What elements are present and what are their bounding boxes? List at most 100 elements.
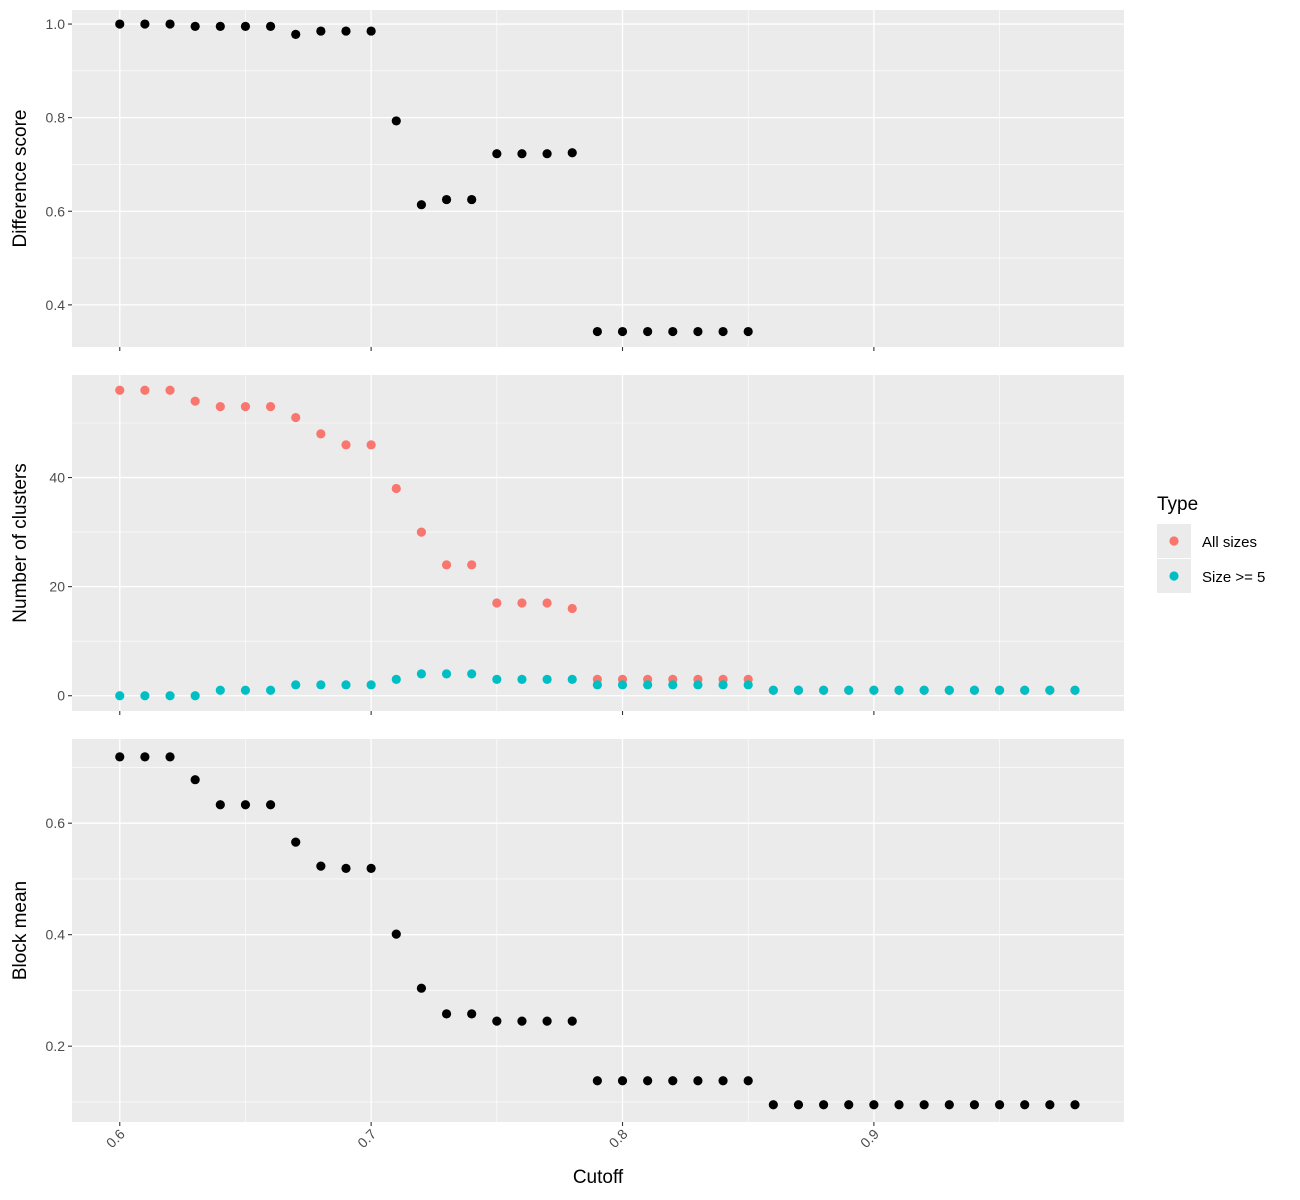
x-axis-title: Cutoff — [573, 1167, 624, 1188]
data-point — [693, 326, 703, 337]
data-point — [517, 598, 527, 608]
legend-title: Type — [1157, 494, 1198, 515]
panel-background — [72, 10, 1124, 347]
data-point — [341, 440, 351, 450]
y-tick-label: 20 — [49, 579, 65, 595]
data-point — [265, 800, 276, 810]
data-point — [643, 326, 653, 337]
data-point — [215, 800, 225, 810]
data-point — [316, 861, 326, 871]
legend-entry: All sizes — [1157, 524, 1257, 558]
data-point — [316, 26, 326, 36]
data-point — [165, 691, 175, 701]
data-point — [542, 1016, 552, 1026]
data-point — [140, 752, 150, 762]
data-point — [592, 1076, 602, 1086]
data-point — [969, 685, 980, 695]
data-point — [944, 685, 954, 695]
data-point — [240, 685, 251, 695]
data-point — [366, 440, 376, 450]
data-point — [140, 691, 150, 701]
data-point — [291, 680, 301, 690]
data-point — [441, 1009, 452, 1019]
data-point — [768, 1100, 778, 1110]
data-point — [844, 685, 854, 695]
data-point — [391, 116, 401, 126]
panel-1: 0.4 0.6 0.8 1.0 Difference score — [10, 10, 1124, 351]
data-point — [416, 669, 427, 679]
data-point — [115, 691, 125, 701]
data-point — [592, 326, 602, 337]
series-1 — [115, 19, 753, 337]
y-tick-label: 0.6 — [46, 815, 66, 831]
data-point — [215, 402, 225, 412]
y-tick-label: 0.8 — [46, 110, 66, 126]
data-point — [467, 1009, 477, 1019]
data-point — [316, 680, 326, 690]
data-point — [391, 674, 401, 684]
y-axis-title: Number of clusters — [10, 463, 31, 622]
data-point — [668, 1076, 678, 1086]
data-point — [819, 685, 829, 695]
legend-entry: Size >= 5 — [1157, 559, 1265, 593]
data-point — [617, 1076, 628, 1086]
data-point — [366, 863, 376, 873]
data-point — [291, 837, 301, 847]
data-point — [391, 483, 401, 494]
data-point — [743, 680, 753, 690]
data-point — [819, 1100, 829, 1110]
data-point — [517, 674, 527, 684]
data-point — [441, 194, 452, 205]
data-point — [592, 680, 602, 690]
data-point — [743, 326, 753, 337]
data-point — [944, 1100, 954, 1110]
data-point — [467, 669, 477, 679]
panel-background — [72, 739, 1124, 1122]
data-point — [190, 775, 200, 785]
data-point — [140, 19, 150, 29]
data-point — [869, 685, 879, 695]
data-point — [240, 402, 251, 412]
data-point — [190, 396, 200, 406]
data-point — [341, 680, 351, 690]
data-point — [643, 1076, 653, 1086]
data-point — [190, 21, 200, 31]
data-point — [115, 19, 125, 29]
legend-key-dot — [1169, 571, 1179, 581]
data-point — [341, 26, 351, 36]
data-point — [567, 1016, 577, 1026]
data-point — [240, 800, 251, 810]
legend: Type All sizes Size >= 5 — [1157, 494, 1265, 593]
data-point — [165, 19, 175, 29]
data-point — [291, 412, 301, 423]
data-point — [115, 752, 125, 762]
y-tick-label: 0 — [57, 688, 65, 704]
data-point — [165, 752, 175, 762]
data-point — [366, 26, 376, 36]
data-point — [190, 691, 200, 701]
data-point — [994, 685, 1005, 695]
data-point — [743, 1076, 753, 1086]
x-tick-label: 0.9 — [857, 1126, 882, 1151]
data-point — [441, 560, 452, 570]
panel-2: 0 20 40 Number of clusters — [10, 375, 1124, 715]
data-point — [517, 1016, 527, 1026]
data-point — [1045, 1100, 1055, 1110]
y-tick-label: 0.6 — [46, 203, 66, 219]
data-point — [140, 385, 150, 395]
data-point — [542, 598, 552, 608]
data-point — [793, 685, 804, 695]
data-point — [617, 680, 628, 690]
data-point — [894, 1100, 904, 1110]
data-point — [215, 685, 225, 695]
data-point — [643, 680, 653, 690]
data-point — [265, 402, 276, 412]
data-point — [567, 148, 577, 158]
data-point — [165, 385, 175, 395]
data-point — [542, 674, 552, 684]
panel-background — [72, 375, 1124, 711]
data-point — [1070, 685, 1080, 695]
legend-label: Size >= 5 — [1202, 569, 1265, 586]
data-point — [265, 685, 276, 695]
